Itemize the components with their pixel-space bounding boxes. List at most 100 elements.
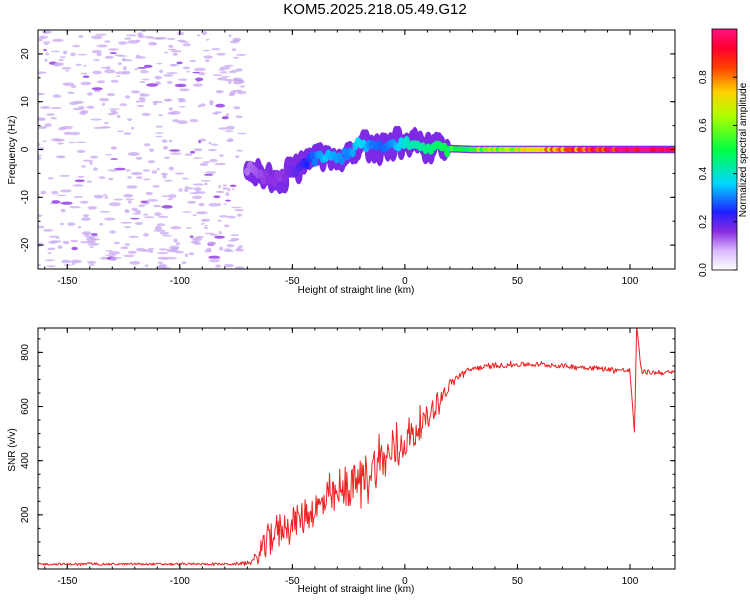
noise-blob	[224, 130, 234, 133]
noise-blob	[90, 155, 98, 159]
noise-blob	[220, 71, 228, 74]
noise-blob	[229, 250, 234, 252]
noise-blob	[210, 234, 219, 236]
noise-blob	[45, 52, 50, 56]
noise-blob	[203, 173, 214, 176]
noise-blob	[215, 90, 224, 94]
noise-blob	[90, 118, 102, 121]
noise-blob	[108, 202, 121, 207]
noise-blob	[51, 200, 61, 204]
colorbar: 0.0 0.2 0.4 0.6 0.8 Normalized spectral ampl…	[698, 28, 749, 277]
noise-blob	[225, 125, 236, 130]
noise-blob	[90, 233, 98, 236]
noise-blob	[231, 206, 242, 209]
noise-blob	[204, 59, 210, 63]
noise-blob	[236, 149, 243, 152]
noise-blob	[91, 87, 103, 91]
noise-blob	[215, 190, 220, 193]
noise-blob	[214, 111, 218, 115]
noise-blob	[124, 209, 129, 213]
noise-blob	[38, 92, 45, 96]
noise-blob	[78, 35, 84, 38]
noise-blob	[219, 246, 224, 251]
noise-blob	[201, 218, 210, 222]
noise-blob	[60, 222, 65, 226]
noise-blob	[177, 78, 188, 81]
noise-blob	[199, 163, 209, 166]
spectrogram-ytick-label: -20	[20, 237, 31, 252]
snr-ytick-label: 200	[20, 506, 31, 523]
noise-blob	[157, 215, 169, 218]
noise-blob	[141, 78, 150, 81]
noise-blob	[61, 259, 71, 264]
noise-blob	[135, 56, 147, 59]
noise-blob	[113, 241, 121, 245]
noise-blob	[229, 184, 237, 187]
noise-blob	[194, 67, 206, 72]
noise-blob	[197, 104, 202, 108]
noise-blob	[207, 241, 217, 246]
noise-blob	[233, 77, 238, 81]
noise-blob	[38, 147, 45, 151]
noise-blob	[79, 110, 87, 115]
noise-blob	[214, 162, 226, 166]
noise-blob	[139, 97, 146, 101]
noise-blob	[82, 75, 90, 78]
snr-xtick-label: 100	[622, 576, 639, 587]
noise-blob	[74, 179, 86, 183]
noise-blob	[99, 210, 111, 213]
noise-blob	[110, 146, 118, 150]
ridge-core	[271, 177, 278, 187]
noise-blob	[61, 125, 73, 130]
noise-blob	[225, 192, 230, 197]
noise-blob	[223, 224, 230, 228]
noise-blob	[192, 83, 203, 87]
noise-blob	[101, 102, 106, 106]
noise-blob	[81, 165, 86, 168]
noise-blob	[217, 219, 222, 222]
noise-blob	[181, 177, 189, 180]
noise-blob	[134, 68, 139, 71]
noise-blob	[80, 200, 89, 204]
noise-blob	[69, 101, 79, 106]
noise-blob	[214, 235, 225, 239]
noise-blob	[138, 204, 145, 208]
noise-blob	[208, 259, 221, 263]
noise-blob	[164, 156, 170, 160]
noise-blob	[108, 251, 121, 255]
noise-blob	[104, 217, 116, 221]
noise-blob	[225, 199, 232, 202]
noise-blob	[89, 238, 101, 241]
noise-blob	[77, 175, 85, 178]
noise-blob	[124, 37, 132, 40]
snr-xtick-label: 0	[402, 576, 408, 587]
noise-blob	[205, 171, 217, 174]
noise-blob	[167, 111, 177, 115]
noise-blob	[107, 112, 116, 116]
noise-blob	[86, 105, 95, 109]
noise-blob	[192, 214, 197, 217]
noise-blob	[59, 174, 71, 177]
noise-blob	[174, 172, 185, 175]
noise-blob	[167, 194, 177, 199]
noise-blob	[126, 118, 133, 121]
noise-blob	[76, 149, 86, 153]
noise-blob	[104, 254, 117, 256]
noise-blob	[209, 102, 214, 106]
noise-blob	[127, 40, 139, 44]
spectrogram-x-ticks: -150 -100 -50 0 50 100	[44, 30, 676, 287]
noise-blob	[109, 230, 116, 234]
noise-blob	[140, 70, 149, 74]
noise-blob	[143, 169, 150, 172]
noise-blob	[186, 70, 190, 73]
noise-blob	[156, 168, 160, 171]
noise-blob	[164, 179, 173, 182]
snr-xtick-label: -50	[285, 576, 300, 587]
noise-blob	[105, 250, 113, 252]
noise-blob	[50, 117, 58, 120]
noise-blob	[120, 246, 129, 250]
noise-blob	[99, 126, 111, 129]
noise-blob	[125, 34, 137, 37]
noise-blob	[134, 221, 143, 226]
